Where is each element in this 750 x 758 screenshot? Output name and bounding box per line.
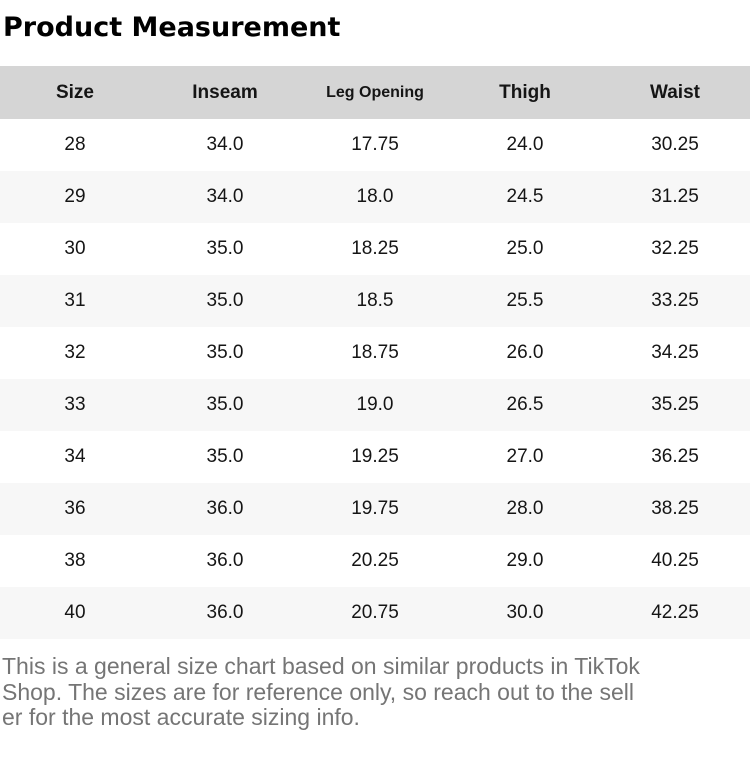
table-cell: 36	[64, 498, 86, 519]
table-cell: 35.0	[206, 446, 244, 467]
column-header: Size	[55, 81, 95, 103]
table-cell: 34.25	[651, 342, 699, 363]
table-cell: 31.25	[651, 186, 699, 207]
table-cell: 36.0	[206, 498, 244, 519]
table-cell: 18.75	[351, 342, 399, 363]
table-cell: 33.25	[651, 290, 699, 311]
table-row: 28 34.0 17.75 24.0 30.25	[0, 119, 750, 171]
table-cell: 20.25	[351, 550, 399, 571]
table-cell: 19.0	[356, 394, 394, 415]
table-cell: 29.0	[506, 550, 544, 571]
disclaimer-line: Shop. The sizes are for reference only, …	[2, 678, 634, 705]
disclaimer-line: er for the most accurate sizing info.	[2, 704, 360, 730]
column-header: Waist	[650, 81, 700, 103]
table-cell: 18.25	[351, 238, 399, 259]
table-cell: 29	[64, 186, 86, 207]
table-cell: 20.75	[351, 602, 399, 623]
table-row: 34 35.0 19.25 27.0 36.25	[0, 431, 750, 483]
table-cell: 38.25	[651, 498, 699, 519]
table-row: 31 35.0 18.5 25.5 33.25	[0, 275, 750, 327]
table-cell: 25.5	[506, 290, 544, 311]
column-header: Thigh	[499, 81, 551, 103]
table-cell: 34	[64, 446, 86, 467]
table-cell: 34.0	[206, 134, 244, 155]
table-cell: 32	[64, 342, 86, 363]
table-cell: 18.0	[356, 186, 394, 207]
table-row: 40 36.0 20.75 30.0 42.25	[0, 587, 750, 639]
table-cell: 28.0	[506, 498, 544, 519]
size-chart-disclaimer: This is a general size chart based on si…	[0, 653, 750, 731]
table-cell: 40.25	[651, 550, 699, 571]
table-cell: 18.5	[356, 290, 394, 311]
table-cell: 24.5	[506, 186, 544, 207]
table-body: 28 34.0 17.75 24.0 30.25 29 34.0 18.0 24.5 31.25 3…	[0, 119, 750, 639]
table-row: 29 34.0 18.0 24.5 31.25	[0, 171, 750, 223]
table-row: 38 36.0 20.25 29.0 40.25	[0, 535, 750, 587]
table-cell: 32.25	[651, 238, 699, 259]
table-cell: 26.5	[506, 394, 544, 415]
table-cell: 35.0	[206, 238, 244, 259]
table-cell: 35.25	[651, 394, 699, 415]
table-row: 36 36.0 19.75 28.0 38.25	[0, 483, 750, 535]
table-cell: 35.0	[206, 290, 244, 311]
table-cell: 36.0	[206, 550, 244, 571]
table-cell: 19.75	[351, 498, 399, 519]
table-cell: 40	[64, 602, 86, 623]
table-row: 30 35.0 18.25 25.0 32.25	[0, 223, 750, 275]
table-cell: 30.25	[651, 134, 699, 155]
table-cell: 27.0	[506, 446, 544, 467]
table-cell: 26.0	[506, 342, 544, 363]
column-header: Leg Opening	[326, 83, 424, 101]
disclaimer-line: This is a general size chart based on si…	[2, 653, 640, 679]
table-cell: 42.25	[651, 602, 699, 623]
table-cell: 24.0	[506, 134, 544, 155]
table-cell: 36.0	[206, 602, 244, 623]
table-header-row: Size Inseam Leg Opening Thigh Waist	[0, 66, 750, 119]
column-header: Inseam	[192, 81, 258, 103]
table-cell: 36.25	[651, 446, 699, 467]
measurement-table: Size Inseam Leg Opening Thigh Waist 28 34.0 17…	[0, 66, 750, 639]
table-cell: 38	[64, 550, 86, 571]
table-cell: 19.25	[351, 446, 399, 467]
table-cell: 30.0	[506, 602, 544, 623]
table-cell: 31	[64, 290, 86, 311]
table-cell: 30	[64, 238, 86, 259]
table-cell: 17.75	[351, 134, 399, 155]
page-title: Product Measurement	[3, 12, 341, 43]
table-row: 32 35.0 18.75 26.0 34.25	[0, 327, 750, 379]
table-row: 33 35.0 19.0 26.5 35.25	[0, 379, 750, 431]
table-cell: 25.0	[506, 238, 544, 259]
table-cell: 35.0	[206, 342, 244, 363]
table-cell: 33	[64, 394, 86, 415]
table-cell: 34.0	[206, 186, 244, 207]
table-cell: 28	[64, 134, 86, 155]
table-cell: 35.0	[206, 394, 244, 415]
